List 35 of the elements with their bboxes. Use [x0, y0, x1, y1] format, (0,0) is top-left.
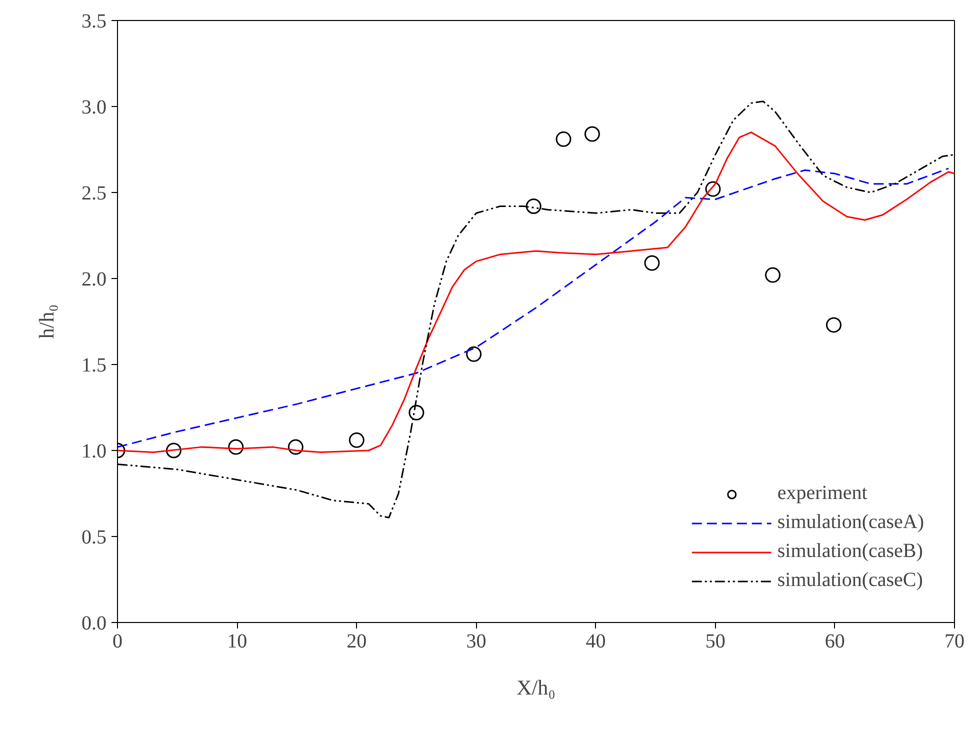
- x-tick-label: 60: [824, 630, 845, 652]
- y-tick-label: 3.5: [82, 10, 106, 32]
- y-tick-label: 0.0: [82, 612, 106, 634]
- y-tick-label: 3.0: [82, 96, 106, 118]
- point: [288, 439, 304, 455]
- point: [466, 346, 482, 362]
- x-tick-label: 20: [346, 630, 367, 652]
- x-axis-title: X/h₀: [516, 676, 556, 700]
- point: [765, 267, 780, 283]
- point: [526, 198, 542, 214]
- y-axis-title: h/h₀: [34, 304, 58, 339]
- point: [348, 432, 364, 448]
- x-tick-label: 70: [944, 630, 964, 652]
- point: [705, 181, 721, 197]
- point: [556, 131, 572, 147]
- y-tick-label: 1.5: [82, 354, 106, 376]
- y-tick-label: 1.0: [82, 440, 106, 462]
- y-tick-label: 0.5: [82, 526, 106, 548]
- legend-label: experiment: [777, 482, 868, 505]
- x-tick-label: 50: [705, 630, 726, 652]
- x-tick-label: 0: [112, 630, 122, 652]
- point: [408, 404, 424, 420]
- point: [228, 439, 244, 455]
- legend-label: simulation(caseC): [777, 569, 923, 592]
- point: [584, 126, 600, 142]
- x-tick-label: 40: [586, 630, 606, 652]
- point: [826, 317, 842, 333]
- x-tick-label: 10: [227, 630, 248, 652]
- legend-label: simulation(caseA): [777, 511, 924, 534]
- point: [166, 442, 182, 458]
- x-tick-label: 30: [466, 630, 486, 652]
- point: [644, 255, 660, 271]
- y-tick-label: 2.5: [82, 182, 106, 204]
- legend-label: simulation(caseB): [777, 540, 923, 563]
- y-tick-label: 2.0: [82, 268, 106, 290]
